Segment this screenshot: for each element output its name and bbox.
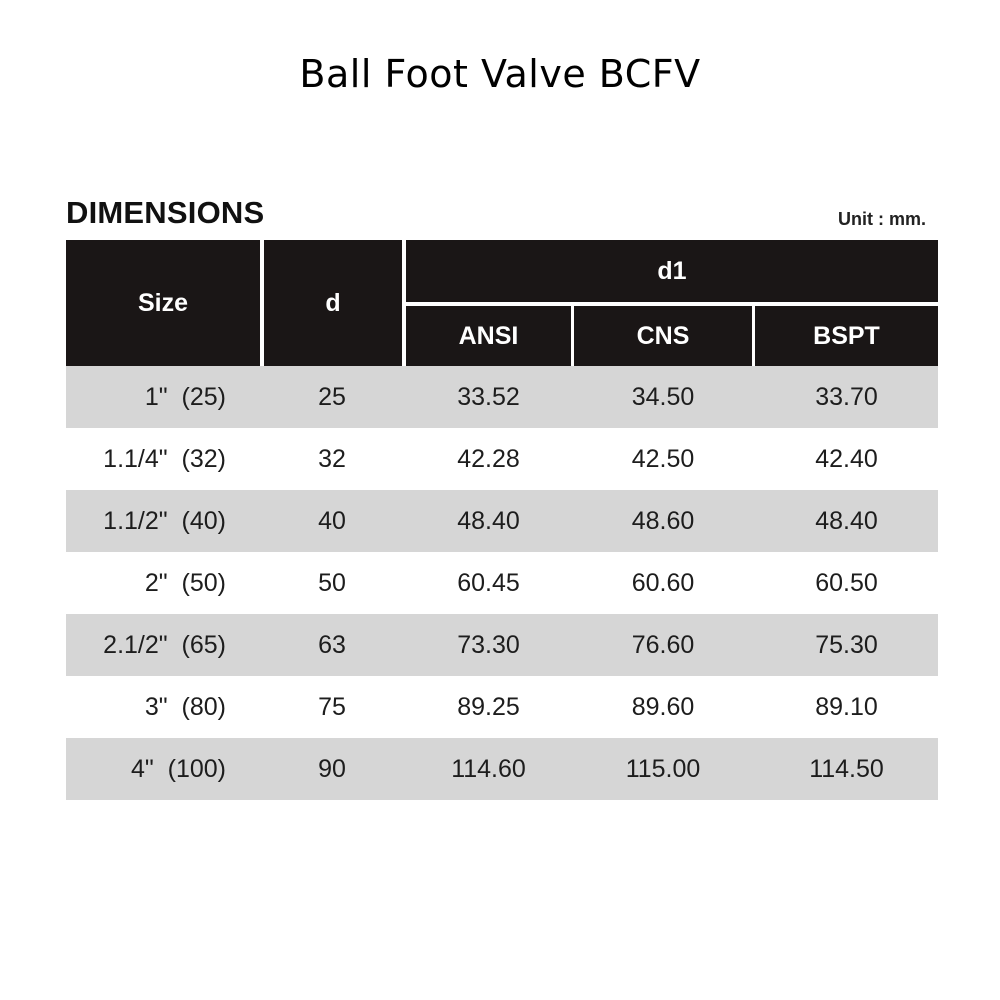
cell-d: 50 xyxy=(318,568,346,597)
section-title: DIMENSIONS xyxy=(66,195,265,230)
cell-d: 63 xyxy=(318,630,346,659)
cell-size: 1.1/2" (40) xyxy=(103,506,226,535)
cell-cns: 89.60 xyxy=(631,692,695,721)
cell-cns: 42.50 xyxy=(631,444,695,473)
cell-ansi: 89.25 xyxy=(457,692,520,721)
cell-bspt: 33.70 xyxy=(815,382,878,411)
cell-ansi: 48.40 xyxy=(457,506,520,535)
cell-bspt: 48.40 xyxy=(815,506,878,535)
page-title: Ball Foot Valve BCFV xyxy=(299,52,701,96)
table-row: 1" (25) 25 33.52 34.50 33.70 xyxy=(66,366,938,428)
cell-d: 32 xyxy=(318,444,346,473)
table-row: 2" (50) 50 60.45 60.60 60.50 xyxy=(66,552,938,614)
cell-d: 40 xyxy=(318,506,346,535)
cell-ansi: 42.28 xyxy=(457,444,520,473)
cell-ansi: 60.45 xyxy=(457,568,520,597)
cell-cns: 34.50 xyxy=(631,382,695,411)
header-cns: CNS xyxy=(574,306,752,366)
cell-size: 1.1/4" (32) xyxy=(103,444,226,473)
cell-d: 75 xyxy=(318,692,346,721)
cell-ansi: 73.30 xyxy=(457,630,520,659)
cell-bspt: 114.50 xyxy=(809,754,884,783)
cell-bspt: 75.30 xyxy=(815,630,878,659)
cell-ansi: 114.60 xyxy=(451,754,526,783)
header-ansi: ANSI xyxy=(406,306,571,366)
table-row: 2.1/2" (65) 63 73.30 76.60 75.30 xyxy=(66,614,938,676)
table-row: 3" (80) 75 89.25 89.60 89.10 xyxy=(66,676,938,738)
cell-size: 2.1/2" (65) xyxy=(103,630,226,659)
cell-size: 2" (50) xyxy=(144,568,226,597)
cell-d: 90 xyxy=(318,754,346,783)
unit-label: Unit : mm. xyxy=(838,209,926,229)
table-body: 1" (25) 25 33.52 34.50 33.70 1.1/4" (32)… xyxy=(66,366,938,800)
cell-d: 25 xyxy=(318,382,346,411)
cell-size: 1" (25) xyxy=(144,382,226,411)
header-bspt: BSPT xyxy=(755,306,938,366)
table-row: 4" (100) 90 114.60 115.00 114.50 xyxy=(66,738,938,800)
header-d: d xyxy=(264,240,402,366)
cell-cns: 48.60 xyxy=(631,506,695,535)
cell-bspt: 42.40 xyxy=(815,444,878,473)
cell-ansi: 33.52 xyxy=(457,382,520,411)
table-row: 1.1/2" (40) 40 48.40 48.60 48.40 xyxy=(66,490,938,552)
table-row: 1.1/4" (32) 32 42.28 42.50 42.40 xyxy=(66,428,938,490)
cell-cns: 76.60 xyxy=(631,630,695,659)
cell-cns: 60.60 xyxy=(631,568,695,597)
cell-size: 4" (100) xyxy=(130,754,226,783)
cell-bspt: 60.50 xyxy=(815,568,878,597)
cell-size: 3" (80) xyxy=(144,692,226,721)
header-d1: d1 xyxy=(406,240,938,302)
cell-bspt: 89.10 xyxy=(815,692,878,721)
cell-cns: 115.00 xyxy=(625,754,701,783)
table-header: Size d d1 ANSI CNS BSPT xyxy=(66,240,938,366)
header-size: Size xyxy=(66,240,260,366)
